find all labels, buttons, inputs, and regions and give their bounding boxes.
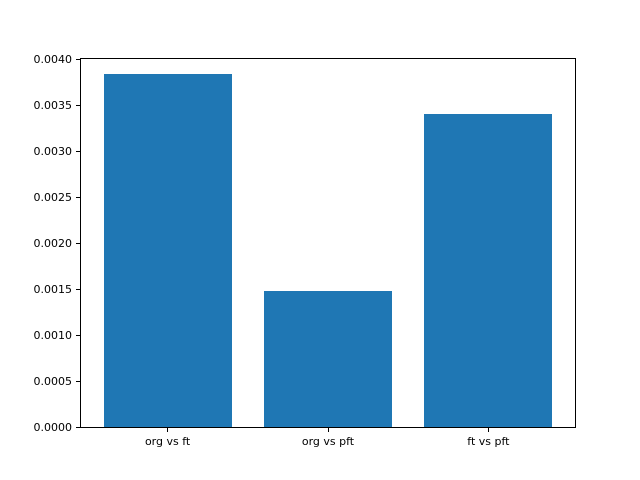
x-tick-mark (327, 428, 329, 432)
y-tick-mark (76, 150, 80, 152)
x-tick-mark (167, 428, 169, 432)
plot-area (80, 58, 576, 428)
y-tick-label: 0.0040 (33, 52, 73, 66)
y-tick-mark (76, 334, 80, 336)
y-tick-label: 0.0005 (33, 374, 73, 388)
y-tick-label: 0.0015 (33, 282, 73, 296)
y-tick-label: 0.0000 (33, 420, 73, 434)
y-tick-label: 0.0025 (33, 190, 73, 204)
y-tick-label: 0.0035 (33, 98, 73, 112)
bar-org-vs-ft (103, 73, 232, 427)
bar-ft-vs-pft (424, 114, 553, 427)
y-tick-label: 0.0020 (33, 236, 73, 250)
y-tick-mark (76, 426, 80, 428)
y-tick-label: 0.0010 (33, 328, 73, 342)
bar-org-vs-pft (263, 290, 393, 427)
x-tick-label: org vs ft (144, 435, 191, 448)
y-tick-mark (76, 242, 80, 244)
x-tick-label: org vs pft (301, 435, 355, 448)
x-tick-mark (487, 428, 489, 432)
x-tick-label: ft vs pft (467, 435, 510, 448)
y-tick-mark (76, 380, 80, 382)
y-tick-mark (76, 104, 80, 106)
y-tick-mark (76, 58, 80, 60)
y-tick-mark (76, 288, 80, 290)
y-tick-mark (76, 196, 80, 198)
y-tick-label: 0.0030 (33, 144, 73, 158)
